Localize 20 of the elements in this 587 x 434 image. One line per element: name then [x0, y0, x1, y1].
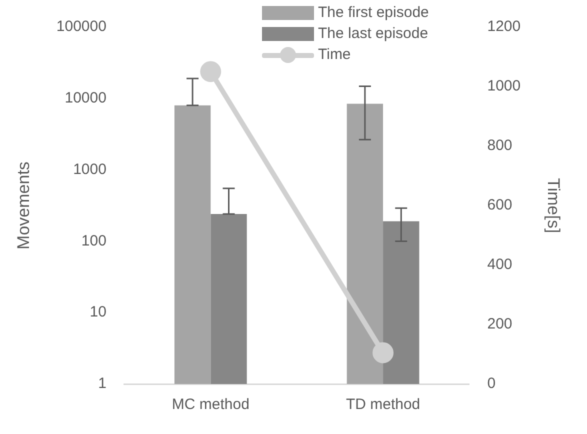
y2-tick-label: 200 [487, 316, 512, 333]
y-tick-label: 10000 [64, 90, 106, 107]
y2-tick-label: 0 [487, 375, 496, 392]
legend-label: The first episode [318, 4, 429, 21]
x-tick-label: MC method [172, 396, 250, 414]
y2-tick-label: 1200 [487, 18, 521, 36]
y2-tick-label: 400 [487, 256, 512, 274]
y-tick-label: 100000 [56, 18, 106, 36]
y2-tick-label: 800 [487, 137, 512, 154]
y-tick-label: 10 [90, 304, 106, 321]
legend-label: The last episode [318, 25, 428, 42]
y2-tick-label: 1000 [487, 78, 521, 95]
y-axis-title: Movements [14, 162, 33, 250]
y2-tick-label: 600 [487, 196, 512, 214]
y-tick-label: 1000 [73, 160, 106, 178]
legend-label: Time [318, 46, 351, 63]
y-tick-label: 1 [98, 375, 106, 392]
y-tick-label: 100 [81, 232, 106, 250]
y2-axis-title: Time[s] [544, 178, 564, 234]
x-tick-label: TD method [346, 396, 420, 414]
